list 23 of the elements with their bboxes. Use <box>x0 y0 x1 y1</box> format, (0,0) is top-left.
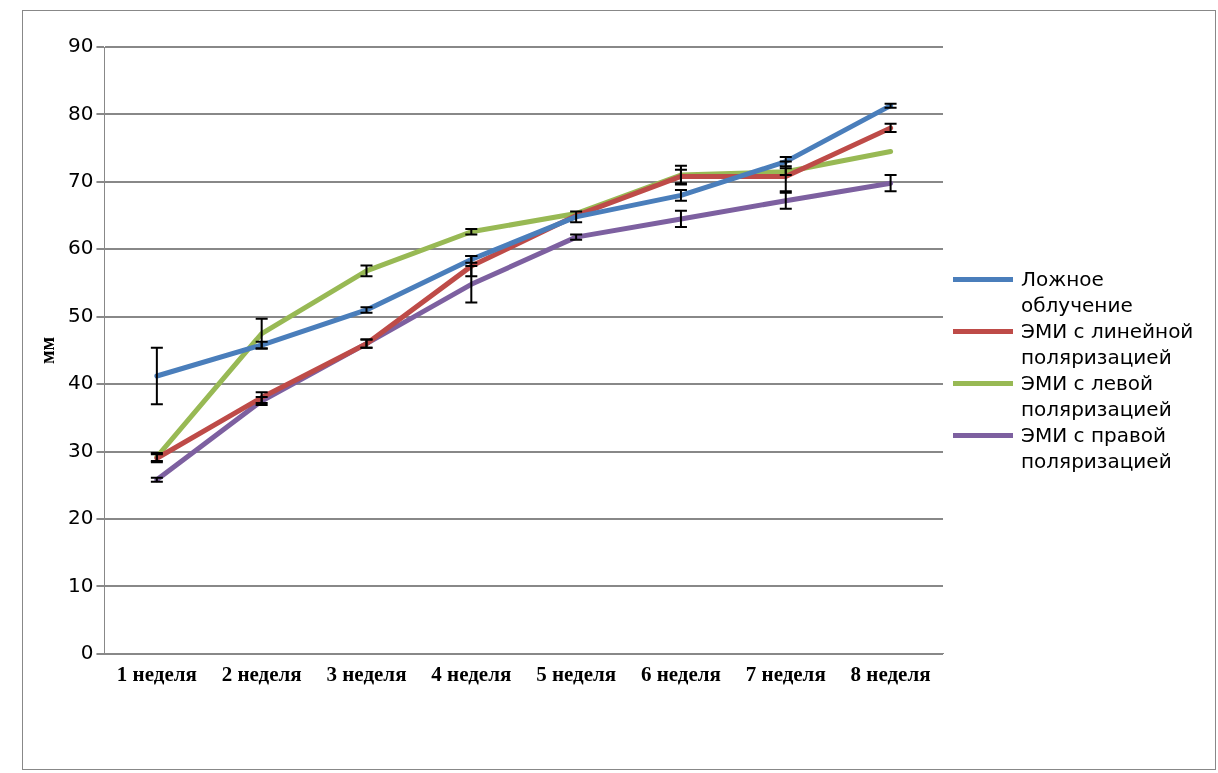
y-tick-label: 80 <box>68 100 94 125</box>
x-tick-label: 8 неделя <box>850 661 931 686</box>
y-tick-label: 70 <box>68 168 94 193</box>
y-tick-label: 0 <box>80 640 94 664</box>
legend-label: ЭМИ с левой поляризацией <box>1021 371 1172 421</box>
x-tick-label: 7 неделя <box>745 661 826 686</box>
y-tick-label: 40 <box>68 370 94 395</box>
y-tick-label: 60 <box>68 235 94 260</box>
y-tick-label: 90 <box>68 33 94 58</box>
y-tick-label: 50 <box>68 302 94 327</box>
legend-label: ЭМИ с правой поляризацией <box>1021 423 1172 473</box>
x-tick-label: 5 неделя <box>536 661 617 686</box>
y-tick-label: 10 <box>68 572 94 597</box>
legend-label: ЭМИ с линейной поляризацией <box>1021 319 1194 369</box>
y-tick-label: 20 <box>68 505 94 530</box>
x-tick-label: 3 неделя <box>326 661 407 686</box>
x-tick-label: 6 неделя <box>640 661 721 686</box>
x-tick-label: 1 неделя <box>116 661 197 686</box>
x-tick-label: 2 неделя <box>221 661 302 686</box>
x-tick-label: 4 неделя <box>431 661 512 686</box>
legend-label: Ложное облучение <box>1021 267 1133 317</box>
y-tick-label: 30 <box>68 437 94 462</box>
y-axis-title: мм <box>36 336 59 365</box>
